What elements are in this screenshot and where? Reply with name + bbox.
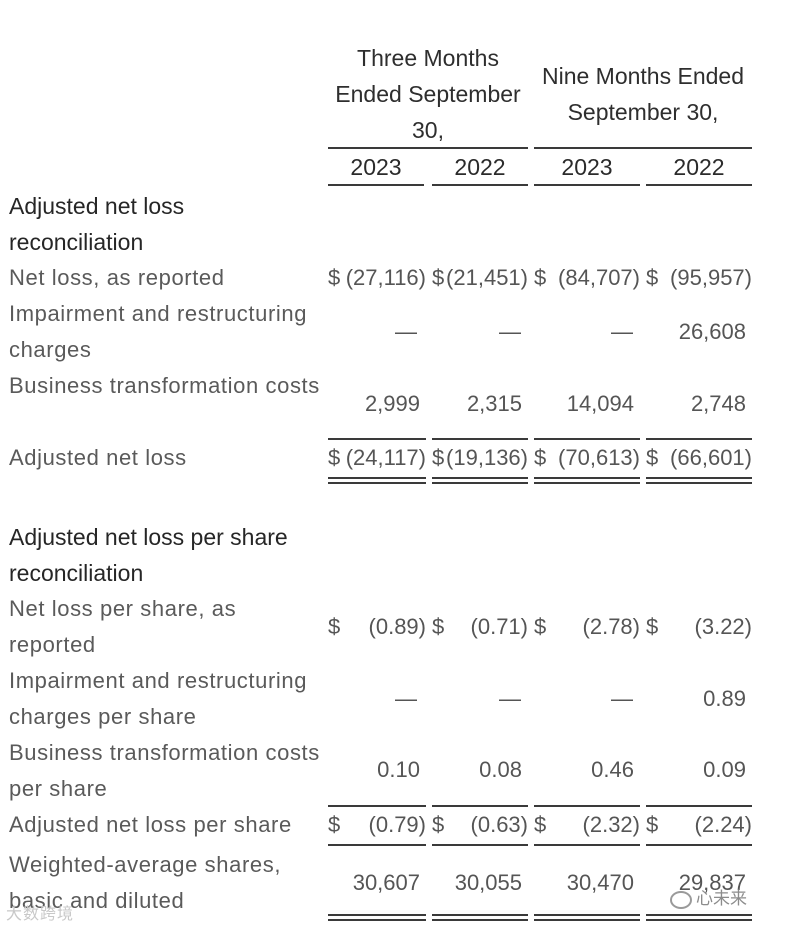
year-col-3: 2023	[561, 154, 613, 180]
row-label-business-transformation: Business transformation costs	[9, 373, 320, 398]
cell: $ (2.32)	[534, 812, 640, 837]
cell: 30,055	[454, 870, 522, 895]
section-title-adjusted-net-loss: Adjusted net loss reconciliation	[9, 193, 185, 255]
cell: $ (2.78)	[534, 614, 640, 639]
header-underline-nine	[534, 147, 752, 149]
cell: 0.46	[591, 757, 634, 782]
cell: $ (0.71)	[432, 614, 528, 639]
row-label-net-loss: Net loss, as reported	[9, 265, 225, 290]
row-label-business-transformation-per-share: Business transformation costs per share	[9, 740, 320, 801]
total-rule-4	[646, 805, 752, 807]
year-underline-1	[328, 184, 424, 186]
cell: —	[499, 686, 521, 711]
cell: 2,999	[364, 391, 420, 416]
cell: 2,315	[466, 391, 522, 416]
row-label-impairment-per-share: Impairment and restructuring charges per…	[9, 668, 308, 729]
total-rule-4	[646, 438, 752, 440]
cell: 0.08	[479, 757, 522, 782]
double-rule-4	[646, 477, 752, 484]
cell: —	[499, 319, 521, 344]
year-col-1: 2023	[350, 154, 402, 180]
row-label-impairment: Impairment and restructuring charges	[9, 301, 308, 362]
cell: $ (70,613)	[534, 445, 640, 470]
double-rule-3	[534, 477, 640, 484]
total-rule-2	[432, 438, 528, 440]
row-label-adjusted-net-loss-per-share: Adjusted net loss per share	[9, 812, 292, 837]
cell: $ (24,117)	[328, 445, 426, 470]
cell: $ (21,451)	[432, 265, 528, 290]
cell: $ (0.63)	[432, 812, 528, 837]
total-rule-3	[534, 805, 640, 807]
cell: 29,837	[678, 870, 746, 895]
cell: —	[395, 319, 417, 344]
cell: 14,094	[566, 391, 634, 416]
cell: $ (3.22)	[646, 614, 752, 639]
row-label-weighted-average-shares: Weighted-average shares, basic and dilut…	[9, 852, 282, 913]
shares-rule-3	[534, 844, 640, 846]
cell: —	[611, 686, 633, 711]
double-rule-4	[646, 914, 752, 921]
cell: 30,470	[566, 870, 634, 895]
header-underline-three	[328, 147, 528, 149]
year-underline-2	[432, 184, 528, 186]
cell: $ (0.79)	[328, 812, 426, 837]
cell: 30,607	[352, 870, 420, 895]
year-col-4: 2022	[673, 154, 725, 180]
cell: $ (66,601)	[646, 445, 752, 470]
double-rule-3	[534, 914, 640, 921]
total-rule-1	[328, 438, 426, 440]
watermark-right: 心未来	[670, 884, 747, 909]
row-label-adjusted-net-loss: Adjusted net loss	[9, 445, 187, 470]
header-three-months: Three Months Ended September 30,	[335, 45, 521, 143]
shares-rule-4	[646, 844, 752, 846]
cell: $ (19,136)	[432, 445, 528, 470]
total-rule-1	[328, 805, 426, 807]
total-rule-3	[534, 438, 640, 440]
cell: 0.10	[377, 757, 420, 782]
header-nine-months: Nine Months Ended September 30,	[541, 63, 744, 125]
double-rule-2	[432, 914, 528, 921]
cell: 26,608	[678, 319, 746, 344]
double-rule-1	[328, 914, 426, 921]
cell: 0.89	[703, 686, 746, 711]
cell: $ (95,957)	[646, 265, 752, 290]
watermark-right-text: 心未来	[696, 889, 747, 908]
cell: $ (27,116)	[328, 265, 426, 290]
cell: —	[611, 319, 633, 344]
cell: 0.09	[703, 757, 746, 782]
shares-rule-2	[432, 844, 528, 846]
cell: 2,748	[690, 391, 746, 416]
cell: $ (2.24)	[646, 812, 752, 837]
cell: $ (84,707)	[534, 265, 640, 290]
year-col-2: 2022	[454, 154, 506, 180]
wechat-logo-icon	[670, 890, 692, 909]
shares-rule-1	[328, 844, 426, 846]
cell: $ (0.89)	[328, 614, 426, 639]
watermark-left: 大数跨境	[6, 906, 75, 923]
row-label-net-loss-per-share: Net loss per share, as reported	[9, 596, 237, 657]
section-title-per-share: Adjusted net loss per share reconciliati…	[9, 524, 288, 586]
double-rule-2	[432, 477, 528, 484]
total-rule-2	[432, 805, 528, 807]
year-underline-3	[534, 184, 640, 186]
year-underline-4	[646, 184, 752, 186]
cell: —	[395, 686, 417, 711]
double-rule-1	[328, 477, 426, 484]
